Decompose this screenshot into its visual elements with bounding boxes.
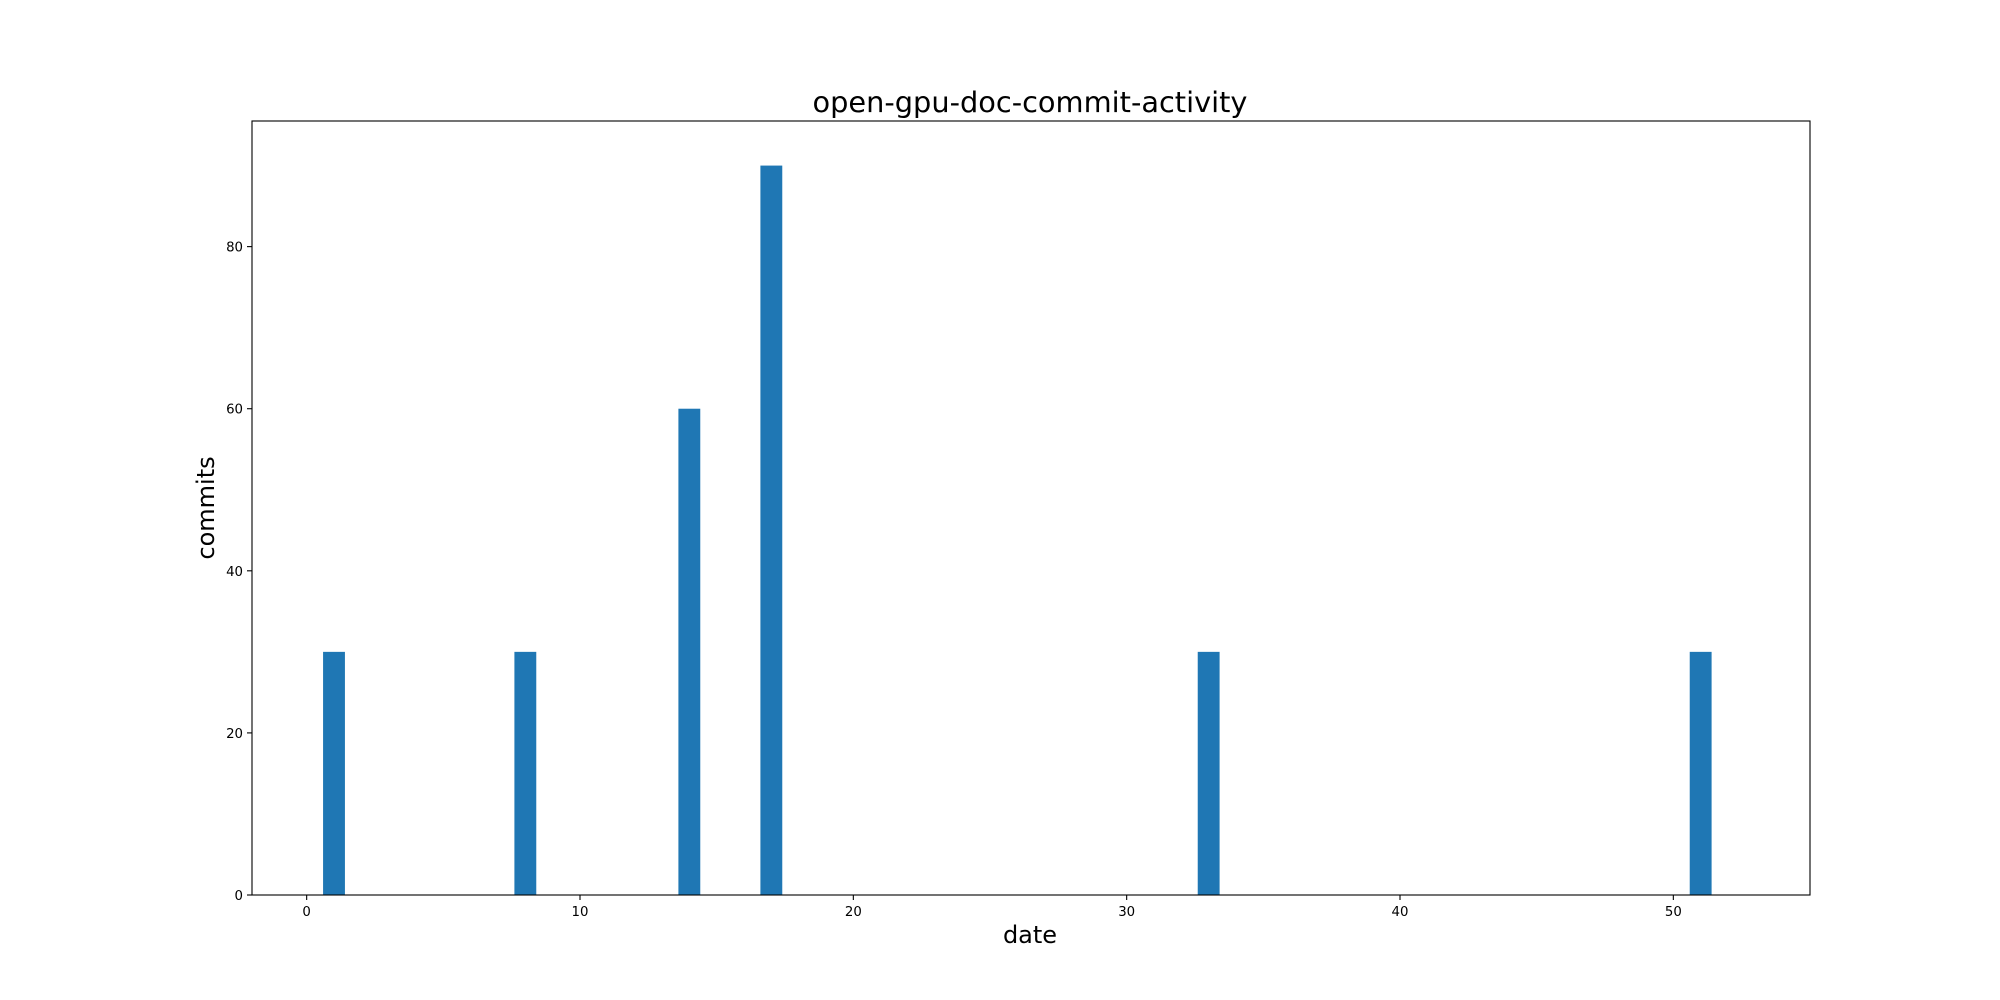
y-tick-label: 60 [226,403,243,418]
x-axis-label: date [1003,921,1057,949]
x-tick-label: 20 [845,905,862,920]
y-tick-label: 80 [226,241,243,256]
x-tick-label: 50 [1665,905,1682,920]
bar-1 [323,651,345,895]
y-tick-label: 40 [226,565,243,580]
y-tick-label: 0 [235,889,243,904]
bar-17 [760,165,783,895]
chart-title: open-gpu-doc-commit-activity [813,85,1248,119]
x-tick-label: 30 [1118,905,1135,920]
bars-group [323,165,1712,895]
y-tick-label: 20 [226,727,243,742]
plot-frame [251,120,1811,896]
bar-8 [514,651,537,895]
y-axis-label: commits [192,456,220,559]
bar-51 [1689,651,1712,895]
x-tick-label: 0 [302,905,310,920]
x-tick-label: 10 [572,905,589,920]
bar-33 [1197,651,1220,895]
bar-14 [678,408,701,895]
x-axis-ticks: 0 10 20 30 40 50 [302,895,1682,920]
x-tick-label: 40 [1392,905,1409,920]
y-axis-ticks: 0 20 40 60 80 [226,241,252,904]
